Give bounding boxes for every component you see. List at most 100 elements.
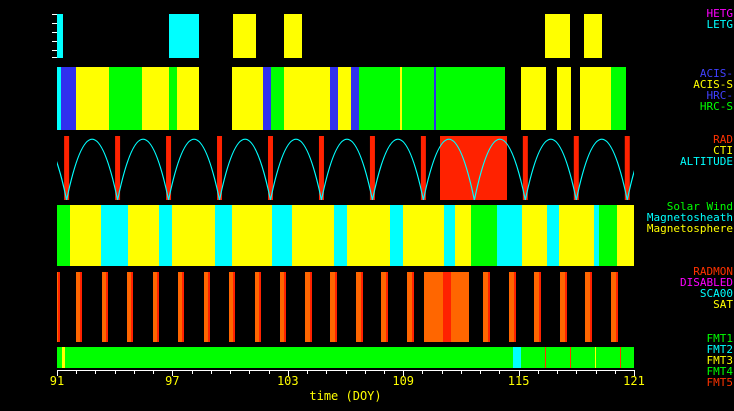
event-radmon [442, 272, 452, 342]
altitude-arc [626, 169, 634, 200]
legend-label: ALTITUDE [680, 155, 733, 168]
altitude-arc [116, 138, 170, 200]
legend-label: LETG [706, 18, 734, 31]
timeline-segment [619, 347, 622, 368]
radmon-mark [585, 272, 592, 342]
legend-label: FMT5 [706, 376, 734, 389]
x-tick-label: 115 [507, 374, 530, 388]
legend-label: Magnetosheath [646, 211, 733, 224]
x-minor-tick [614, 371, 616, 374]
timeline-segment [291, 205, 334, 266]
timeline-segment [610, 67, 627, 130]
altitude-arc [57, 161, 68, 200]
y-tick [52, 23, 57, 24]
x-major-tick [172, 371, 174, 376]
x-minor-tick [460, 371, 462, 374]
x-minor-tick [441, 371, 443, 374]
radmon-mark [126, 272, 133, 342]
radmon-mark-stripe [385, 272, 388, 342]
timeline-segment [389, 205, 404, 266]
x-minor-tick [268, 371, 270, 374]
timeline-segment [470, 205, 498, 266]
x-major-tick [403, 371, 405, 376]
radmon-mark-stripe [232, 272, 235, 342]
perigee-rad-bar [624, 136, 630, 200]
timeline-segment [433, 67, 437, 130]
y-tick [52, 32, 57, 33]
x-axis-line [57, 370, 635, 371]
legend-label: ACIS- [699, 67, 733, 80]
timeline-segment [513, 347, 521, 368]
y-tick [52, 50, 57, 51]
x-minor-tick [114, 371, 116, 374]
x-minor-tick [153, 371, 155, 374]
radmon-mark [330, 272, 337, 342]
altitude-arc [269, 138, 323, 200]
legend-group-regions: Solar Wind Magnetosheath Magnetosphere [647, 201, 733, 234]
perigee-rad-bar [217, 136, 223, 200]
timeline-segment [57, 205, 71, 266]
timeline-segment [168, 14, 200, 58]
altitude-arc [422, 138, 475, 200]
perigee-rad-bar [369, 136, 375, 200]
timeline-segment [616, 205, 634, 266]
timeline-segment [172, 205, 215, 266]
x-tick-label: 103 [276, 374, 299, 388]
altitude-arc [167, 138, 221, 200]
timeline-segment [57, 347, 634, 368]
x-major-tick [518, 371, 520, 376]
timeline-segment [271, 67, 284, 130]
x-minor-tick [95, 371, 97, 374]
radmon-mark [228, 272, 235, 342]
radmon-mark-stripe [258, 272, 261, 342]
timeline-segment [403, 205, 444, 266]
altitude-arc [66, 138, 119, 200]
timeline-segment [108, 67, 142, 130]
radmon-mark [509, 272, 516, 342]
timeline-segment [141, 67, 169, 130]
legend-label: ACIS-S [693, 78, 733, 91]
timeline-segment [520, 67, 546, 130]
timeline-segment [283, 67, 331, 130]
timeline-segment [262, 67, 272, 130]
perigee-rad-bar [166, 136, 172, 200]
timeline-segment [583, 14, 603, 58]
perigee-rad-bar [318, 136, 324, 200]
legend-label: FMT3 [706, 354, 734, 367]
legend-label: SCA00 [699, 287, 733, 300]
band-fmt [57, 347, 634, 368]
altitude-orbit-svg [57, 136, 634, 200]
band-gratings [57, 14, 634, 58]
radmon-mark [611, 272, 618, 342]
timeline-segment [544, 347, 547, 368]
timeline-segment [232, 14, 257, 58]
timeline-segment [455, 205, 471, 266]
radmon-mark-stripe [487, 272, 490, 342]
radmon-mark-stripe [589, 272, 592, 342]
x-tick-label: 121 [623, 374, 645, 388]
event-altitude [439, 136, 508, 200]
perigee-rad-bar [64, 136, 70, 200]
altitude-arc [320, 138, 374, 200]
timeline-segment [544, 14, 570, 58]
radmon-mark-stripe [513, 272, 516, 342]
altitude-arc [473, 138, 526, 200]
legend-label: CTI [713, 144, 733, 157]
legend-group-radmon: RADMON DISABLED SCA00 SAT [680, 266, 733, 310]
radmon-mark-stripe [283, 272, 286, 342]
timeline-segment [70, 205, 102, 266]
x-minor-tick [326, 371, 328, 374]
x-minor-tick [557, 371, 559, 374]
radmon-mark-stripe [411, 272, 414, 342]
radmon-mark-stripe [105, 272, 108, 342]
radmon-mark-stripe [360, 272, 363, 342]
legend-label: RADMON [693, 265, 733, 278]
x-minor-tick [345, 371, 347, 374]
perigee-rad-bar [420, 136, 426, 200]
radmon-mark [534, 272, 541, 342]
x-tick-label: 97 [165, 374, 180, 388]
band-regions [57, 205, 634, 266]
x-minor-tick [480, 371, 482, 374]
x-minor-tick [249, 371, 251, 374]
radmon-mark-stripe [615, 272, 618, 342]
